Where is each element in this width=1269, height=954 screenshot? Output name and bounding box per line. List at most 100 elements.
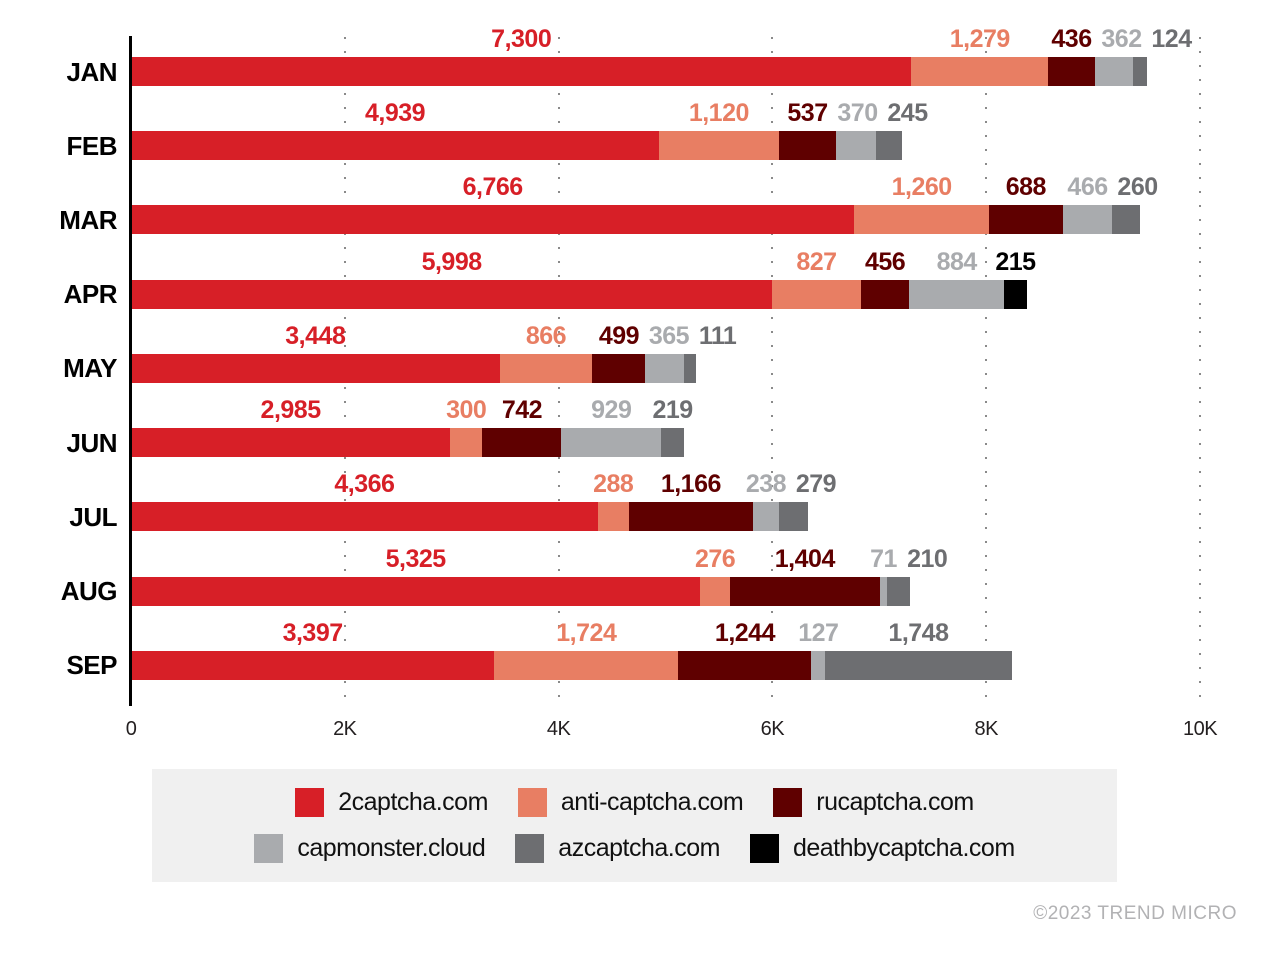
value-label-rucaptcha-com: 1,166 (660, 470, 722, 499)
value-label-deathbycaptcha-com: 215 (995, 247, 1036, 276)
segment-rucaptcha-com (860, 279, 910, 309)
gridline (771, 37, 774, 705)
segment-azcaptcha-com (887, 576, 910, 606)
bar-jul (131, 502, 809, 532)
segment-capmonster-cloud (909, 279, 1004, 309)
segment-rucaptcha-com (628, 502, 754, 532)
segment-azcaptcha-com (1133, 57, 1147, 86)
segment-anti-captcha-com (772, 279, 861, 309)
legend-entry-azcaptcha-com: azcaptcha.com (515, 834, 720, 863)
segment-rucaptcha-com (678, 650, 812, 680)
y-axis-line (129, 36, 132, 706)
category-label-feb: FEB (66, 130, 118, 161)
value-label-capmonster-cloud: 884 (936, 247, 978, 276)
value-label-2captcha-com: 5,998 (421, 247, 483, 276)
value-label-rucaptcha-com: 1,404 (774, 544, 836, 573)
segment-2captcha-com (131, 279, 773, 309)
x-tick-label: 10K (1182, 718, 1218, 740)
legend-label: rucaptcha.com (816, 788, 974, 816)
value-label-azcaptcha-com: 111 (698, 321, 737, 350)
value-label-anti-captcha-com: 1,260 (891, 173, 953, 202)
segment-rucaptcha-com (482, 428, 562, 458)
value-label-anti-captcha-com: 1,279 (949, 25, 1011, 53)
category-label-jan: JAN (66, 56, 117, 87)
segment-capmonster-cloud (561, 428, 661, 458)
segment-azcaptcha-com (778, 502, 809, 532)
category-label-jul: JUL (69, 501, 117, 532)
bar-jan (131, 57, 1147, 86)
x-tick-label: 8K (974, 718, 998, 740)
segment-capmonster-cloud (811, 650, 825, 680)
segment-anti-captcha-com (658, 131, 779, 161)
category-label-may: MAY (63, 353, 117, 384)
segment-deathbycaptcha-com (1003, 279, 1027, 309)
gridline (1199, 37, 1201, 705)
value-label-2captcha-com: 5,325 (385, 544, 447, 573)
segment-2captcha-com (131, 428, 451, 458)
legend-label: anti-captcha.com (560, 788, 744, 816)
segment-azcaptcha-com (1112, 205, 1141, 235)
x-tick-label: 2K (333, 718, 357, 740)
bar-may (131, 353, 697, 383)
value-label-capmonster-cloud: 362 (1101, 25, 1142, 53)
legend-entry-anti-captcha-com: anti-captcha.com (517, 788, 744, 817)
value-label-capmonster-cloud: 466 (1067, 173, 1108, 202)
segment-capmonster-cloud (645, 353, 685, 383)
legend-label: capmonster.cloud (297, 834, 486, 862)
value-label-2captcha-com: 7,300 (491, 25, 552, 53)
gridline (985, 37, 988, 705)
category-label-apr: APR (63, 279, 118, 310)
bar-feb (131, 131, 902, 161)
copyright-text: ©2023 TREND MICRO (1033, 903, 1237, 924)
segment-capmonster-cloud (879, 576, 888, 606)
value-label-capmonster-cloud: 370 (837, 99, 878, 128)
value-label-rucaptcha-com: 456 (864, 247, 906, 276)
value-label-azcaptcha-com: 260 (1117, 173, 1158, 202)
value-label-anti-captcha-com: 276 (694, 544, 736, 573)
value-label-anti-captcha-com: 866 (525, 321, 567, 350)
category-label-sep: SEP (66, 650, 117, 681)
value-label-anti-captcha-com: 288 (593, 470, 634, 499)
segment-capmonster-cloud (1094, 57, 1134, 86)
value-label-capmonster-cloud: 127 (798, 618, 839, 647)
legend-entry-rucaptcha-com: rucaptcha.com (773, 788, 974, 817)
legend-entry-capmonster-cloud: capmonster.cloud (254, 834, 486, 863)
value-label-2captcha-com: 3,448 (285, 321, 346, 350)
legend-swatch-icon (515, 834, 545, 863)
value-label-capmonster-cloud: 365 (648, 321, 690, 350)
segment-2captcha-com (131, 650, 495, 680)
segment-azcaptcha-com (684, 353, 697, 383)
legend-label: deathbycaptcha.com (792, 834, 1015, 862)
legend-swatch-icon (295, 788, 325, 817)
value-label-2captcha-com: 4,366 (334, 470, 395, 499)
value-label-capmonster-cloud: 238 (745, 470, 787, 499)
value-label-anti-captcha-com: 827 (796, 247, 837, 276)
legend-swatch-icon (254, 834, 284, 863)
value-label-anti-captcha-com: 1,120 (688, 99, 750, 128)
category-label-jun: JUN (66, 427, 117, 458)
value-label-rucaptcha-com: 436 (1051, 25, 1092, 53)
segment-2captcha-com (131, 353, 500, 383)
segment-rucaptcha-com (778, 131, 837, 161)
value-label-2captcha-com: 2,985 (260, 396, 322, 425)
legend-swatch-icon (773, 788, 803, 817)
legend-entry-2captcha-com: 2captcha.com (295, 788, 488, 817)
value-label-2captcha-com: 3,397 (282, 618, 344, 647)
legend-row: 2captcha.com anti-captcha.com rucaptcha.co… (295, 788, 974, 817)
segment-2captcha-com (131, 131, 659, 161)
segment-rucaptcha-com (592, 353, 646, 383)
segment-anti-captcha-com (450, 428, 483, 458)
segment-2captcha-com (131, 57, 912, 86)
value-label-rucaptcha-com: 1,244 (714, 618, 776, 647)
segment-capmonster-cloud (836, 131, 876, 161)
value-label-azcaptcha-com: 279 (795, 470, 837, 499)
x-tick-label: 4K (546, 718, 571, 740)
bar-sep (131, 650, 1012, 680)
value-label-rucaptcha-com: 537 (787, 99, 828, 128)
segment-anti-captcha-com (700, 576, 730, 606)
value-label-azcaptcha-com: 219 (652, 396, 694, 425)
value-label-azcaptcha-com: 210 (907, 544, 948, 573)
segment-2captcha-com (131, 205, 855, 235)
bar-aug (131, 576, 910, 606)
